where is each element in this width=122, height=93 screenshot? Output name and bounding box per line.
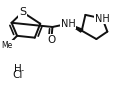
Text: ·: · [21, 65, 24, 78]
Text: Me: Me [2, 41, 13, 50]
Text: O: O [47, 35, 55, 45]
Polygon shape [68, 24, 83, 32]
Text: Cl: Cl [12, 70, 23, 80]
Text: H: H [14, 64, 22, 74]
Text: S: S [19, 7, 26, 17]
Text: NH: NH [61, 19, 76, 29]
Text: NH: NH [95, 14, 110, 24]
